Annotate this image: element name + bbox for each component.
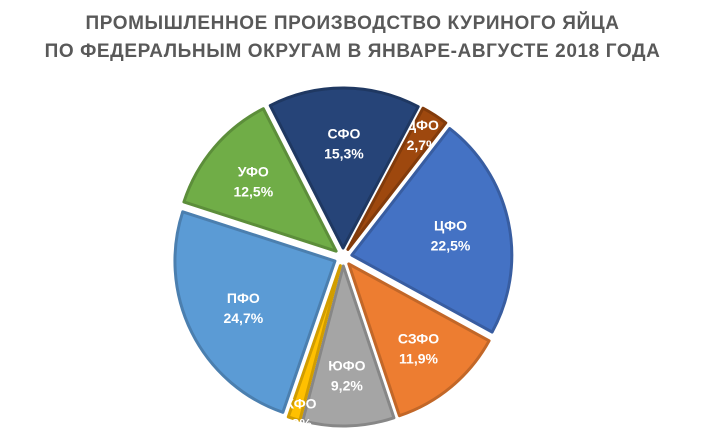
slice-label-value: 1,2% xyxy=(280,416,312,432)
pie-slice-7 xyxy=(182,107,338,253)
slice-label-name: ПФО xyxy=(227,290,260,306)
pie-slice-2 xyxy=(350,127,514,334)
slice-label-value: 15,3% xyxy=(324,145,364,161)
slice-label-name: ЦФО xyxy=(434,218,467,234)
slice-label-name: СЗФО xyxy=(398,330,439,346)
pie-slice-5 xyxy=(286,264,342,422)
chart-title-line-2: ПО ФЕДЕРАЛЬНЫМ ОКРУГАМ В ЯНВАРЕ-АВГУСТЕ … xyxy=(44,41,661,62)
pie-slice-3 xyxy=(347,262,491,418)
slice-label-value: 9,2% xyxy=(331,378,363,394)
pie-slice-1 xyxy=(346,106,448,251)
slice-label-name: ЮФО xyxy=(328,358,365,374)
pie-slice-8 xyxy=(268,86,420,250)
slice-label-value: 2,7% xyxy=(407,137,439,153)
pie-slice-4 xyxy=(301,264,396,428)
slice-label-value: 24,7% xyxy=(223,310,263,326)
slice-label-value: 12,5% xyxy=(233,184,273,200)
chart-title: ПРОМЫШЛЕННОЕ ПРОИЗВОДСТВО КУРИНОГО ЯЙЦА … xyxy=(0,10,705,66)
slice-label-value: 22,5% xyxy=(431,238,471,254)
slice-label-name: ДФО xyxy=(406,117,439,133)
slice-label-name: СФО xyxy=(327,125,360,141)
slice-label-name: УФО xyxy=(238,164,269,180)
chart-title-line-1: ПРОМЫШЛЕННОЕ ПРОИЗВОДСТВО КУРИНОГО ЯЙЦА xyxy=(85,13,620,34)
pie-slice-6 xyxy=(173,210,337,414)
slice-label-value: 11,9% xyxy=(399,350,438,366)
